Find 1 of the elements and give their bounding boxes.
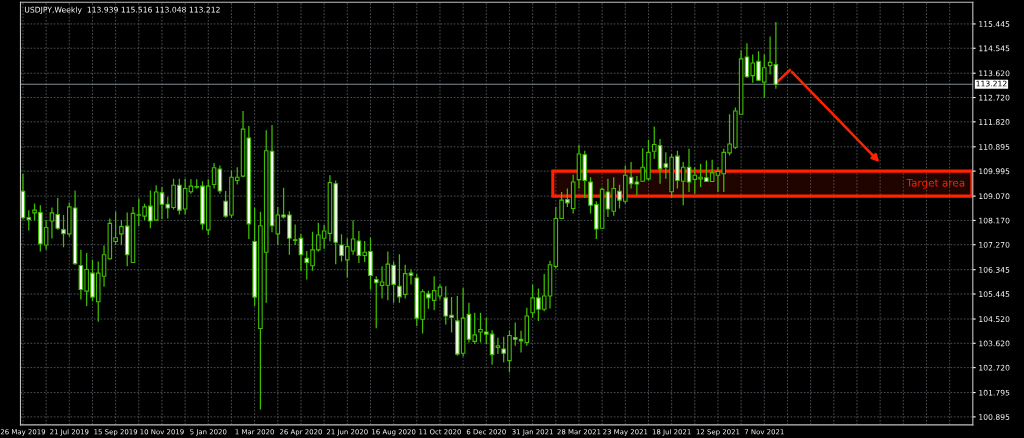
band-label: Target area — [906, 178, 965, 189]
